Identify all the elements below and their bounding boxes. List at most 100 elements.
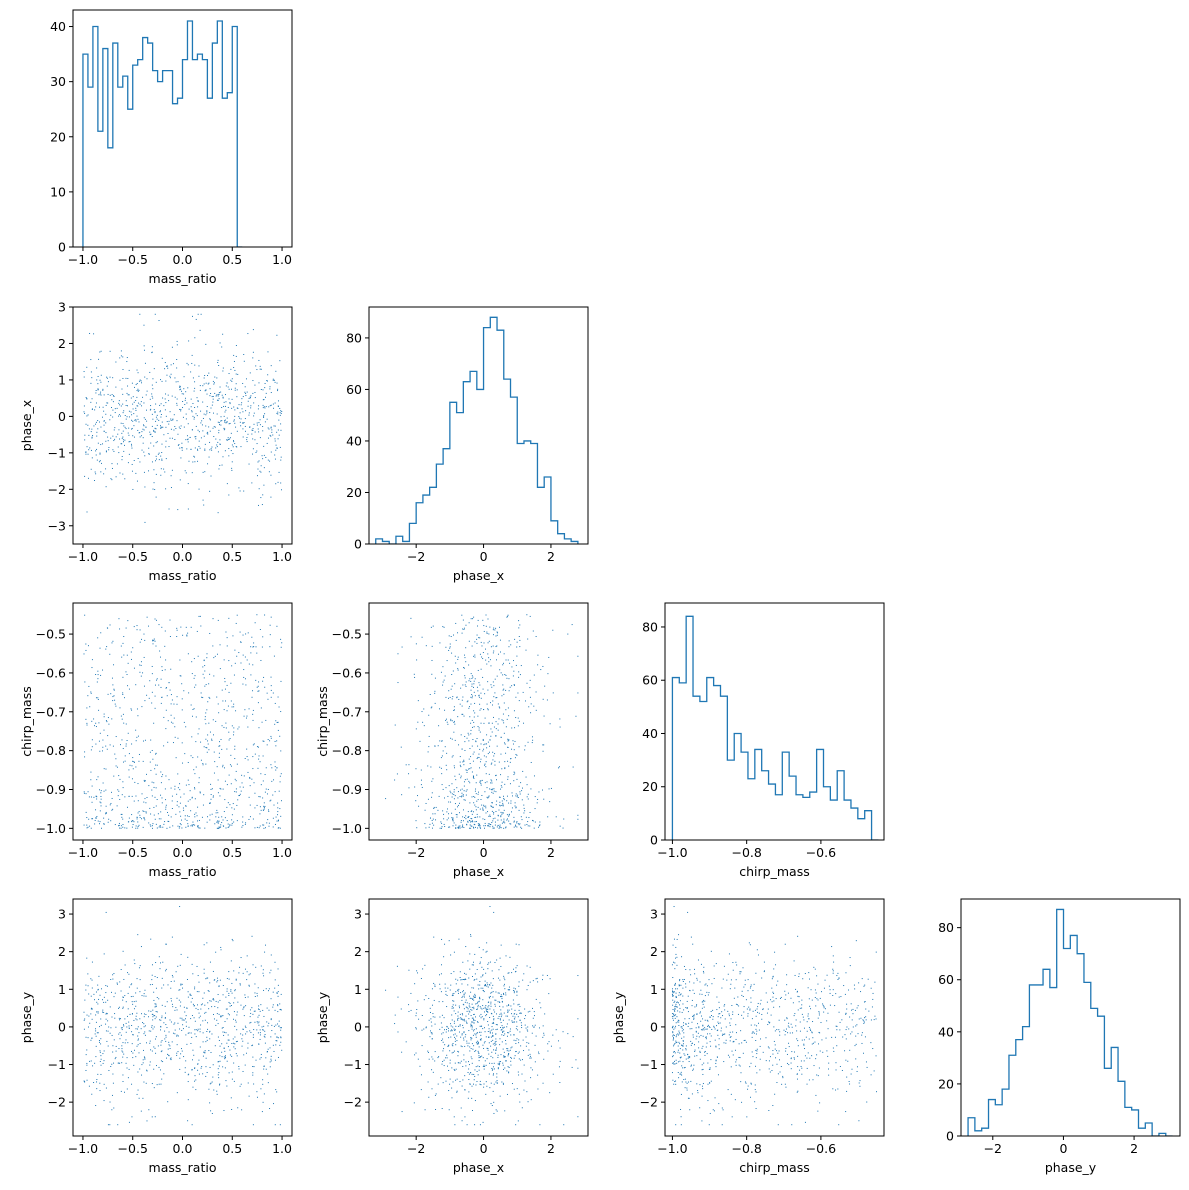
scatter-point	[187, 825, 189, 827]
scatter-point	[117, 446, 119, 448]
scatter-point	[517, 823, 519, 825]
scatter-point	[111, 1094, 113, 1096]
scatter-point	[254, 1010, 256, 1012]
scatter-point	[91, 1018, 93, 1020]
scatter-point	[492, 1021, 494, 1023]
scatter-point	[490, 1003, 492, 1005]
scatter-point	[266, 442, 268, 444]
scatter-point	[454, 655, 456, 657]
scatter-point	[239, 417, 241, 419]
scatter-point	[502, 1026, 504, 1028]
scatter-point	[176, 359, 178, 360]
scatter-point	[445, 646, 447, 648]
scatter-point	[116, 407, 118, 409]
y-tick-label: 3	[58, 907, 66, 922]
y-tick-label: 2	[58, 944, 66, 959]
scatter-point	[160, 811, 162, 813]
scatter-point	[90, 995, 92, 997]
scatter-point	[264, 1034, 266, 1036]
scatter-point	[469, 1011, 471, 1013]
scatter-point	[158, 320, 160, 322]
scatter-point	[496, 1028, 498, 1030]
scatter-point	[243, 422, 245, 424]
scatter-point	[160, 427, 162, 429]
scatter-point	[113, 450, 115, 452]
scatter-point	[100, 1073, 102, 1075]
scatter-point	[231, 992, 233, 994]
scatter-point	[128, 394, 130, 396]
scatter-point	[484, 1031, 486, 1033]
scatter-point	[124, 439, 126, 441]
scatter-point	[495, 697, 497, 699]
scatter-point	[175, 757, 177, 759]
scatter-point	[221, 394, 223, 396]
scatter-point	[474, 1069, 476, 1071]
scatter-point	[212, 998, 214, 1000]
scatter-point	[133, 401, 135, 403]
scatter-point	[473, 999, 475, 1001]
x-tick-label: −1.0	[68, 549, 98, 564]
scatter-point	[91, 408, 93, 410]
scatter-point	[143, 816, 145, 818]
scatter-point	[526, 614, 528, 616]
scatter-point	[438, 725, 440, 727]
scatter-point	[119, 981, 121, 983]
scatter-point	[485, 1005, 487, 1007]
scatter-point	[262, 458, 264, 460]
scatter-point	[516, 826, 518, 828]
scatter-point	[486, 1058, 488, 1060]
scatter-point	[153, 1026, 155, 1028]
scatter-point	[265, 456, 267, 458]
scatter-point	[465, 624, 467, 626]
scatter-point	[216, 809, 218, 811]
scatter-point	[496, 959, 498, 961]
scatter-point	[132, 995, 134, 997]
scatter-point	[499, 805, 501, 807]
scatter-point	[95, 1014, 97, 1016]
scatter-point	[118, 822, 120, 824]
scatter-point	[277, 1023, 279, 1025]
scatter-point	[534, 808, 536, 810]
scatter-point	[502, 689, 504, 691]
scatter-point	[192, 1049, 194, 1051]
scatter-point	[84, 412, 86, 414]
scatter-point	[197, 400, 199, 402]
scatter-point	[224, 799, 226, 801]
scatter-point	[99, 406, 101, 408]
scatter-point	[549, 1092, 551, 1094]
scatter-point	[170, 1000, 172, 1002]
scatter-point	[258, 382, 260, 384]
scatter-point	[485, 761, 487, 763]
scatter-point	[132, 1057, 134, 1059]
scatter-point	[474, 978, 476, 980]
scatter-point	[474, 1075, 476, 1077]
scatter-point	[259, 629, 261, 631]
scatter-point	[460, 1107, 462, 1109]
scatter-point	[469, 716, 471, 718]
scatter-point	[453, 1020, 455, 1022]
scatter-point	[503, 742, 505, 744]
scatter-point	[229, 1049, 231, 1051]
scatter-point	[464, 736, 466, 738]
scatter-point	[208, 426, 210, 428]
scatter-point	[451, 674, 453, 676]
scatter-point	[468, 706, 470, 708]
scatter-point	[537, 654, 539, 656]
scatter-point	[474, 695, 476, 697]
scatter-point	[496, 645, 498, 647]
scatter-point	[160, 1025, 162, 1027]
scatter-point	[505, 826, 507, 828]
scatter-point	[474, 826, 476, 828]
scatter-point	[131, 445, 133, 447]
scatter-point	[83, 411, 85, 413]
scatter-point	[475, 1049, 477, 1051]
scatter-point	[506, 1048, 508, 1050]
scatter-point	[451, 817, 453, 819]
scatter-point	[454, 1070, 456, 1072]
scatter-point	[487, 681, 489, 683]
scatter-point	[219, 787, 221, 789]
scatter-point	[453, 634, 455, 636]
scatter-point	[540, 1007, 542, 1009]
scatter-point	[97, 670, 99, 672]
scatter-point	[206, 709, 208, 711]
